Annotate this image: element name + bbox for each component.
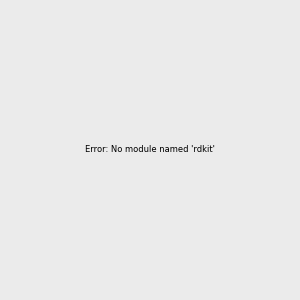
Text: Error: No module named 'rdkit': Error: No module named 'rdkit' bbox=[85, 146, 215, 154]
